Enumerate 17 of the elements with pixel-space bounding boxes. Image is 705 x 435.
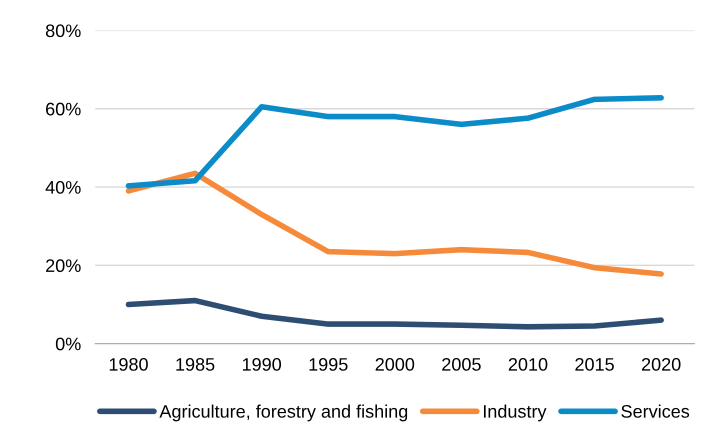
y-tick-label: 40% [46,180,81,194]
x-tick-label: 1995 [310,358,348,371]
x-tick-label: 2010 [508,358,548,371]
y-tick-label: 80% [46,24,81,38]
x-tick-label: 2005 [442,358,481,371]
x-tick-label: 1985 [176,358,214,371]
y-tick-label: 60% [46,102,81,116]
x-tick-label: 2000 [376,358,414,371]
x-tick-label: 1990 [242,358,282,371]
x-tick-label: 1980 [110,358,148,371]
x-tick-label: 2020 [642,358,681,371]
legend-label: Services [621,404,690,418]
legend-label: Industry [484,404,546,422]
y-tick-label: 20% [46,259,81,272]
x-tick-label: 2015 [575,358,614,371]
legend-label: Agriculture, forestry and fishing [159,404,408,422]
y-tick-label: 0% [56,338,81,350]
